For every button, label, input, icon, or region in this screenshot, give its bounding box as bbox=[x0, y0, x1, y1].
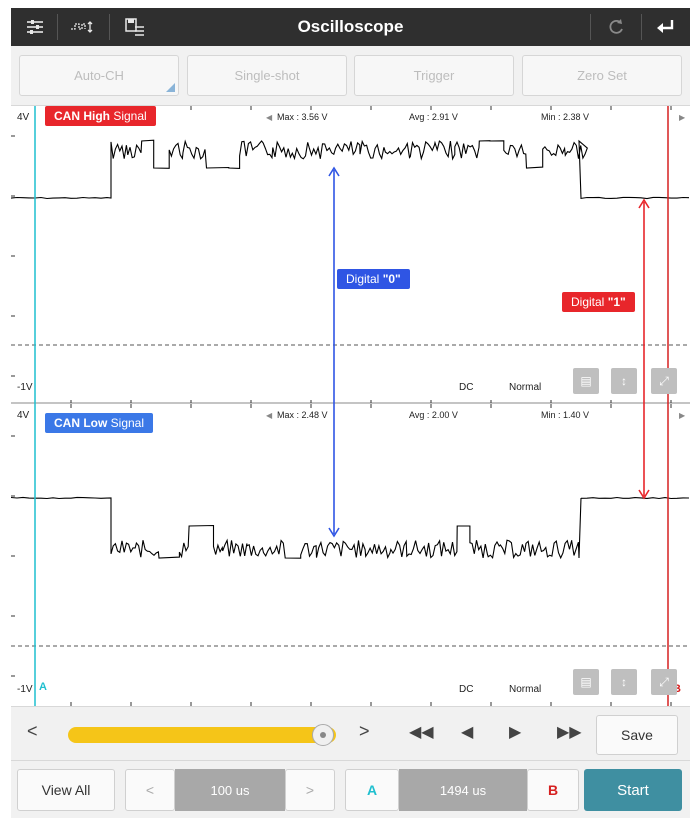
scroll-next-button[interactable]: > bbox=[359, 721, 370, 741]
digital-0-arrow bbox=[328, 166, 340, 538]
sliders-icon[interactable] bbox=[15, 8, 55, 46]
save-list-icon[interactable] bbox=[115, 8, 155, 46]
refresh-icon[interactable] bbox=[596, 8, 636, 46]
doc-icon: ▤ bbox=[580, 374, 592, 388]
digital-1-arrow bbox=[638, 198, 650, 500]
ch1-scale-button[interactable]: ↕ bbox=[611, 368, 637, 394]
trigger-label: Trigger bbox=[413, 68, 455, 83]
time-slider-track[interactable] bbox=[68, 727, 336, 743]
scroll-left-icon[interactable]: ◀ bbox=[266, 411, 273, 420]
timebase-decrease-button[interactable]: < bbox=[125, 769, 175, 811]
trigger-button[interactable]: Trigger bbox=[354, 55, 514, 96]
auto-ch-button[interactable]: Auto-CH bbox=[19, 55, 179, 96]
ch1-avg: Avg : 2.91 V bbox=[409, 112, 458, 122]
ch2-max: Max : 2.48 V bbox=[277, 410, 328, 420]
cursor-b-button[interactable]: B bbox=[527, 769, 579, 811]
timebase-increase-button[interactable]: > bbox=[285, 769, 335, 811]
ch1-ymax-label: 4V bbox=[17, 112, 30, 123]
ch2-coupling: DC bbox=[459, 684, 474, 695]
digital-1-label: Digital "1" bbox=[562, 292, 635, 312]
timebase-value: 100 us bbox=[175, 769, 285, 811]
scroll-left-icon[interactable]: ◀ bbox=[266, 113, 273, 122]
cursor-a-marker[interactable]: A bbox=[39, 681, 47, 693]
ch2-min: Min : 1.40 V bbox=[541, 410, 590, 420]
time-slider-knob[interactable] bbox=[311, 724, 334, 746]
ch1-ymin-label: -1V bbox=[17, 382, 33, 393]
expand-icon: ⤢ bbox=[659, 373, 669, 388]
axis-ticks bbox=[11, 106, 672, 706]
zero-set-label: Zero Set bbox=[577, 68, 627, 83]
timebase-controls: View All < 100 us > A 1494 us B Start bbox=[11, 760, 690, 818]
digital-0-label: Digital "0" bbox=[337, 269, 410, 289]
ch2-avg: Avg : 2.00 V bbox=[409, 410, 458, 420]
cursor-delta-value: 1494 us bbox=[399, 769, 527, 811]
toolbar: Auto-CH Single-shot Trigger Zero Set bbox=[11, 46, 690, 106]
waveform-icon[interactable] bbox=[63, 8, 103, 46]
can-high-tag: CAN High Signal bbox=[45, 106, 156, 126]
oscilloscope-plot[interactable]: 4V CAN High Signal ◀ Max : 3.56 V Avg : … bbox=[11, 106, 690, 706]
ch2-ymax-label: 4V bbox=[17, 410, 30, 421]
dropdown-corner-icon bbox=[166, 83, 175, 92]
auto-ch-label: Auto-CH bbox=[74, 68, 124, 83]
ch2-settings-button[interactable]: ▤ bbox=[573, 669, 599, 695]
back-icon[interactable] bbox=[645, 8, 685, 46]
ch1-mode: Normal bbox=[509, 382, 542, 393]
single-shot-label: Single-shot bbox=[234, 68, 300, 83]
header-divider bbox=[57, 14, 58, 40]
view-all-button[interactable]: View All bbox=[17, 769, 115, 811]
ch1-coupling: DC bbox=[459, 382, 474, 393]
ch2-expand-button[interactable]: ⤢ bbox=[651, 669, 677, 695]
header-divider bbox=[109, 14, 110, 40]
ch2-scale-button[interactable]: ↕ bbox=[611, 669, 637, 695]
updown-icon: ↕ bbox=[621, 675, 627, 689]
waveform-canvas bbox=[11, 106, 690, 706]
zero-set-button[interactable]: Zero Set bbox=[522, 55, 682, 96]
ch2-mode: Normal bbox=[509, 684, 542, 695]
scroll-prev-button[interactable]: < bbox=[27, 721, 38, 741]
save-button[interactable]: Save bbox=[596, 715, 678, 755]
ch1-expand-button[interactable]: ⤢ bbox=[651, 368, 677, 394]
updown-icon: ↕ bbox=[621, 374, 627, 388]
ch1-settings-button[interactable]: ▤ bbox=[573, 368, 599, 394]
ch1-max: Max : 3.56 V bbox=[277, 112, 328, 122]
step-back-icon[interactable]: ◀ bbox=[461, 724, 474, 741]
app-header: Oscilloscope bbox=[11, 8, 690, 46]
can-low-tag: CAN Low Signal bbox=[45, 413, 154, 433]
cursor-a-button[interactable]: A bbox=[345, 769, 399, 811]
can-high-waveform bbox=[11, 139, 690, 200]
scroll-right-icon[interactable]: ▶ bbox=[679, 113, 686, 122]
can-low-waveform bbox=[11, 496, 690, 560]
step-forward-icon[interactable]: ▶ bbox=[509, 724, 522, 741]
start-button[interactable]: Start bbox=[584, 769, 682, 811]
page-title: Oscilloscope bbox=[297, 17, 404, 36]
header-divider bbox=[590, 14, 591, 40]
ch1-min: Min : 2.38 V bbox=[541, 112, 590, 122]
expand-icon: ⤢ bbox=[659, 674, 669, 689]
doc-icon: ▤ bbox=[580, 675, 592, 689]
fast-rewind-icon[interactable]: ◀◀ bbox=[409, 724, 434, 741]
header-divider bbox=[641, 14, 642, 40]
ch2-ymin-label: -1V bbox=[17, 684, 33, 695]
single-shot-button[interactable]: Single-shot bbox=[187, 55, 347, 96]
playback-controls: < > ◀◀ ◀ ▶ ▶▶ Save bbox=[11, 706, 690, 760]
scroll-right-icon[interactable]: ▶ bbox=[679, 411, 686, 420]
fast-forward-icon[interactable]: ▶▶ bbox=[557, 724, 582, 741]
